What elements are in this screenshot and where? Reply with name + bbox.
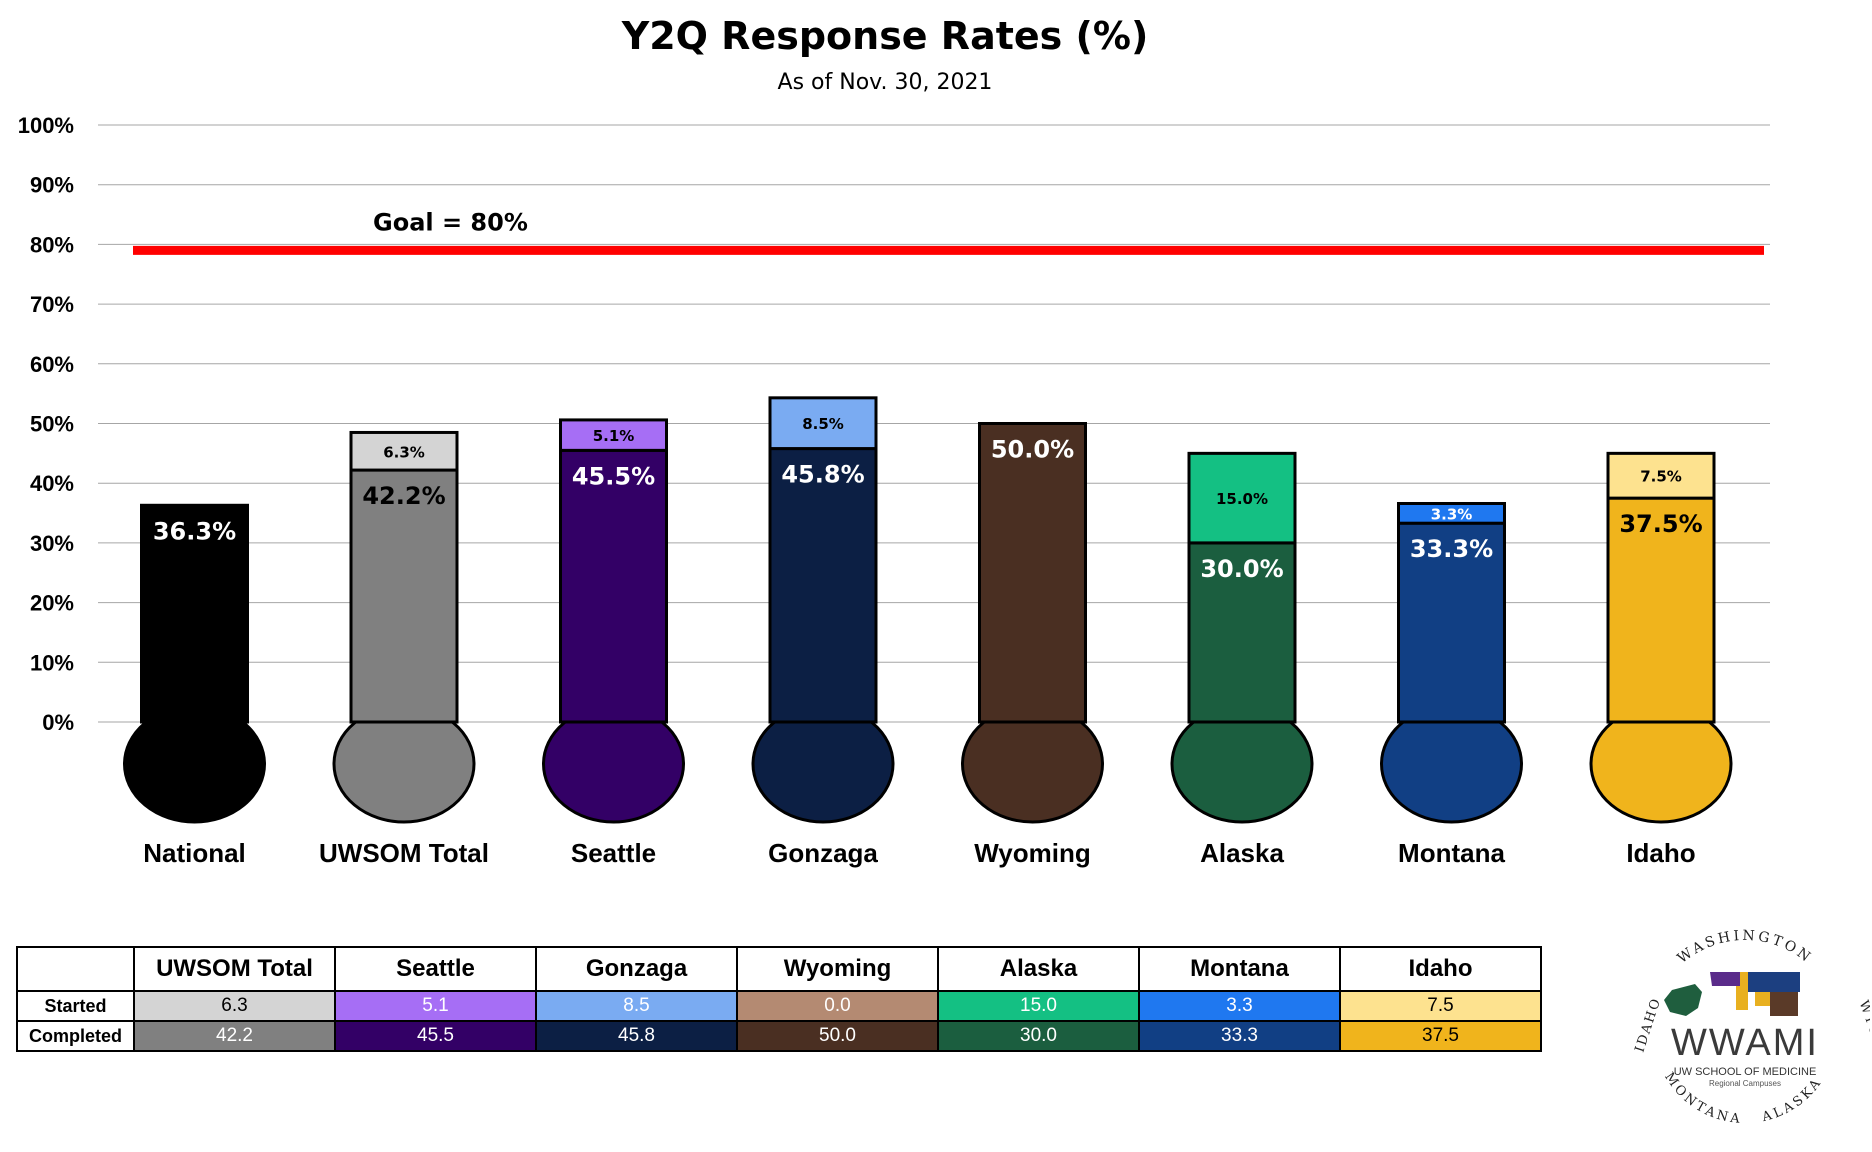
bar-completed-label: 50.0% [991,436,1074,464]
bar-started [559,418,668,452]
table-column-header: Seattle [334,946,537,992]
bar-completed-label: 45.5% [572,462,655,490]
thermometer-bar-chart: 0% 10% 20% 30% 40% 50% 60% 70% 80% 90% 100% Goal = … [18,113,1770,868]
bar-completed-label: 33.3% [1410,535,1493,563]
table-row: Completed 42.2 45.5 45.8 50.0 30.0 33.3 37.5 [16,1020,1542,1052]
table-header-row: UWSOM Total Seattle Gonzaga Wyoming Alaska Mo… [16,946,1542,992]
bar-completed-label: 42.2% [362,482,445,510]
x-category-label: Seattle [571,838,656,868]
table-cell: 6.3 [133,990,336,1022]
table-row-label: Completed [16,1020,135,1052]
table-cell: 3.3 [1138,990,1341,1022]
table-row: Started 6.3 5.1 8.5 0.0 15.0 3.3 7.5 [16,990,1542,1022]
bar-started-label: 5.1% [593,427,635,445]
y-tick-label: 30% [30,531,74,556]
bar-started-label: 15.0% [1216,490,1268,508]
table-cell: 0.0 [736,990,939,1022]
chart-title: Y2Q Response Rates (%) [621,14,1149,58]
bar-started [1187,451,1297,545]
table-cell: 8.5 [535,990,738,1022]
x-category-label: National [143,838,246,868]
x-category-label: Gonzaga [768,838,878,868]
y-tick-label: 80% [30,232,74,257]
y-tick-label: 40% [30,471,74,496]
logo-line2: Regional Campuses [1709,1079,1781,1088]
bar-started-label: 6.3% [383,443,425,461]
y-tick-label: 10% [30,650,74,675]
bar-completed [1187,541,1297,724]
y-tick-label: 90% [30,173,74,198]
bar-completed [559,448,668,724]
table-cell: 37.5 [1339,1020,1542,1052]
bar-completed [1397,521,1506,724]
bar-completed [349,468,459,724]
bar-completed-label: 30.0% [1200,555,1283,583]
bar-completed [140,503,249,724]
bar-started [349,430,459,472]
table-corner-cell [16,946,135,992]
logo-states-map [1664,972,1800,1016]
chart-subtitle: As of Nov. 30, 2021 [777,70,993,95]
bar-started [1606,451,1716,500]
table-cell: 50.0 [736,1020,939,1052]
logo-ring-wyoming: WYOMING [1856,999,1870,1086]
y-tick-label: 100% [18,113,74,138]
bar-completed [978,422,1087,724]
x-category-label: Idaho [1626,838,1695,868]
logo-wordmark: WWAMI [1671,1022,1819,1064]
bar-started [1397,501,1506,525]
response-rate-table: UWSOM Total Seattle Gonzaga Wyoming Alaska Mo… [16,946,1542,1052]
bar-started [768,396,878,451]
table-column-header: Montana [1138,946,1341,992]
table-column-header: UWSOM Total [133,946,336,992]
bar-completed [768,447,878,724]
table-cell: 15.0 [937,990,1140,1022]
wwami-logo: WASHINGTON IDAHO WYOMING MONTANA ALASKA … [1633,927,1870,1143]
table-row-label: Started [16,990,135,1022]
table-cell: 33.3 [1138,1020,1341,1052]
table-cell: 5.1 [334,990,537,1022]
table-body: Started 6.3 5.1 8.5 0.0 15.0 3.3 7.5 Completed 42… [16,990,1542,1052]
table-cell: 42.2 [133,1020,336,1052]
bar-started-label: 3.3% [1431,505,1473,523]
y-tick-label: 50% [30,412,74,437]
y-tick-label: 70% [30,292,74,317]
table-cell: 45.5 [334,1020,537,1052]
x-category-label: Alaska [1200,838,1284,868]
table-column-header: Alaska [937,946,1140,992]
y-tick-label: 0% [42,710,74,735]
bar-completed-label: 45.8% [781,461,864,489]
table-column-header: Idaho [1339,946,1542,992]
y-tick-label: 60% [30,352,74,377]
bar-completed-label: 36.3% [153,517,236,545]
table-cell: 45.8 [535,1020,738,1052]
table-cell: 7.5 [1339,990,1542,1022]
bar-completed-label: 37.5% [1619,510,1702,538]
x-category-label: Montana [1398,838,1505,868]
y-tick-label: 20% [30,591,74,616]
logo-line1: UW SCHOOL OF MEDICINE [1674,1066,1817,1078]
table-cell: 30.0 [937,1020,1140,1052]
x-category-label: UWSOM Total [319,838,489,868]
table-column-header: Wyoming [736,946,939,992]
table-column-header: Gonzaga [535,946,738,992]
bar-started-label: 7.5% [1640,468,1682,486]
goal-label: Goal = 80% [373,208,528,236]
bar-started-label: 8.5% [802,415,844,433]
x-category-label: Wyoming [974,838,1091,868]
